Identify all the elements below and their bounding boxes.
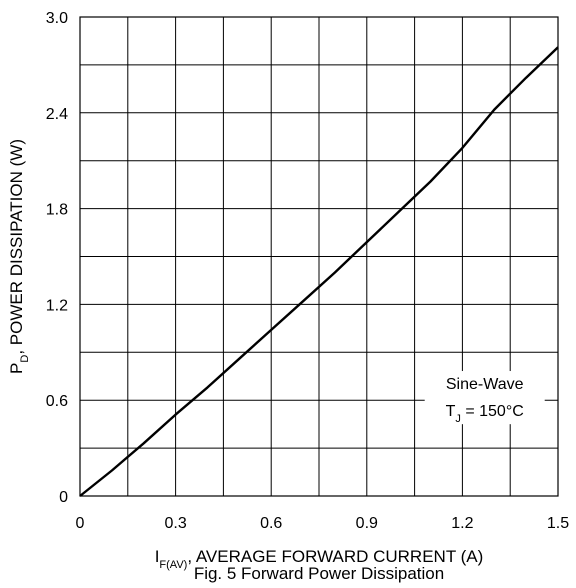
- y-tick-label: 1.8: [46, 202, 68, 219]
- annotation-junction-temp: TJ = 150°C: [446, 403, 524, 425]
- x-tick-labels: 0 0.3 0.6 0.9 1.2 1.5: [76, 515, 570, 532]
- x-tick-label: 0.3: [164, 515, 186, 532]
- x-tick-label: 1.2: [451, 515, 473, 532]
- power-dissipation-curve: [79, 46, 559, 497]
- grid: [80, 17, 558, 496]
- plot-frame: [79, 16, 559, 497]
- y-tick-label: 3.0: [46, 10, 68, 27]
- y-tick-label: 1.2: [46, 297, 68, 314]
- annotation-sine-wave: Sine-Wave: [446, 376, 524, 393]
- x-tick-label: 0.9: [356, 515, 378, 532]
- figure-caption: Fig. 5 Forward Power Dissipation: [194, 564, 444, 583]
- x-tick-label: 1.5: [547, 515, 569, 532]
- y-axis-label: PD, POWER DISSIPATION (W): [7, 139, 31, 374]
- y-tick-labels: 0 0.6 1.2 1.8 2.4 3.0: [46, 10, 68, 506]
- y-tick-label: 0.6: [46, 393, 68, 410]
- y-tick-label: 0: [59, 489, 68, 506]
- x-axis-label: IF(AV), AVERAGE FORWARD CURRENT (A): [155, 547, 484, 571]
- x-tick-label: 0.6: [260, 515, 282, 532]
- y-tick-label: 2.4: [46, 106, 68, 123]
- x-tick-label: 0: [76, 515, 85, 532]
- annotation-background: [424, 371, 545, 425]
